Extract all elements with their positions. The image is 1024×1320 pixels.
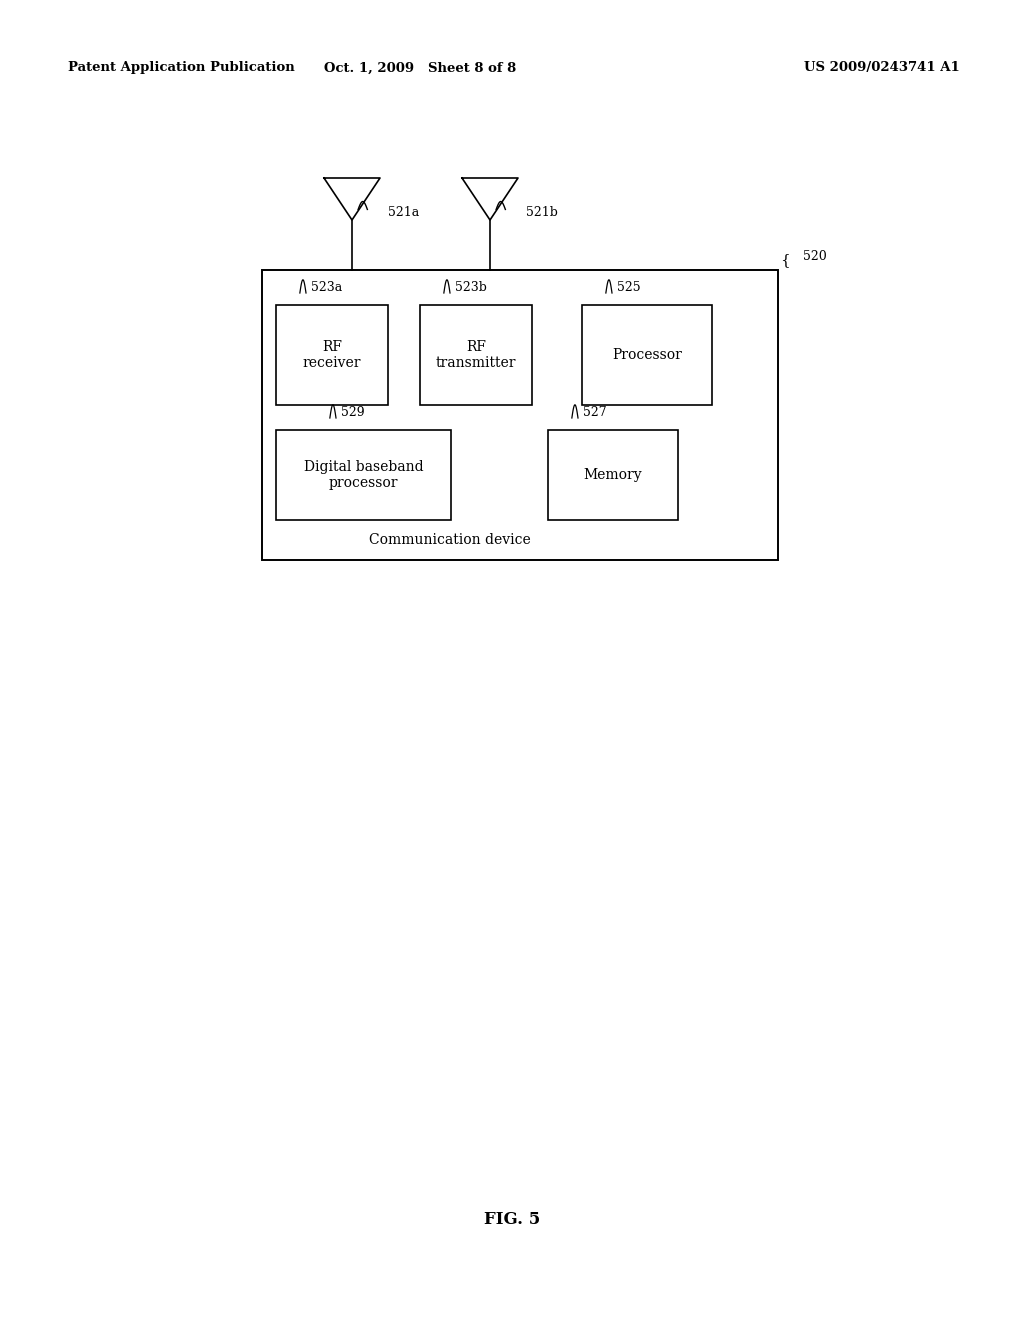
Bar (276, 430, 451, 520)
Bar (582, 305, 712, 405)
Text: 520: 520 (803, 251, 826, 264)
Text: US 2009/0243741 A1: US 2009/0243741 A1 (804, 62, 961, 74)
Text: Memory: Memory (584, 469, 642, 482)
Text: {: { (780, 253, 790, 268)
Text: Communication device: Communication device (369, 533, 530, 546)
Text: 525: 525 (617, 281, 641, 294)
Text: Oct. 1, 2009   Sheet 8 of 8: Oct. 1, 2009 Sheet 8 of 8 (324, 62, 516, 74)
Text: 523b: 523b (455, 281, 487, 294)
Text: 521a: 521a (388, 206, 419, 219)
Bar (276, 305, 388, 405)
Text: RF
transmitter: RF transmitter (436, 341, 516, 370)
Text: RF
receiver: RF receiver (303, 341, 361, 370)
Bar (262, 271, 778, 560)
Text: 521b: 521b (526, 206, 558, 219)
Bar (548, 430, 678, 520)
Text: 529: 529 (341, 407, 365, 420)
Text: Digital baseband
processor: Digital baseband processor (304, 459, 423, 490)
Bar (420, 305, 532, 405)
Text: FIG. 5: FIG. 5 (484, 1212, 540, 1229)
Text: Processor: Processor (612, 348, 682, 362)
Text: 527: 527 (583, 407, 607, 420)
Text: 523a: 523a (311, 281, 342, 294)
Text: Patent Application Publication: Patent Application Publication (68, 62, 295, 74)
